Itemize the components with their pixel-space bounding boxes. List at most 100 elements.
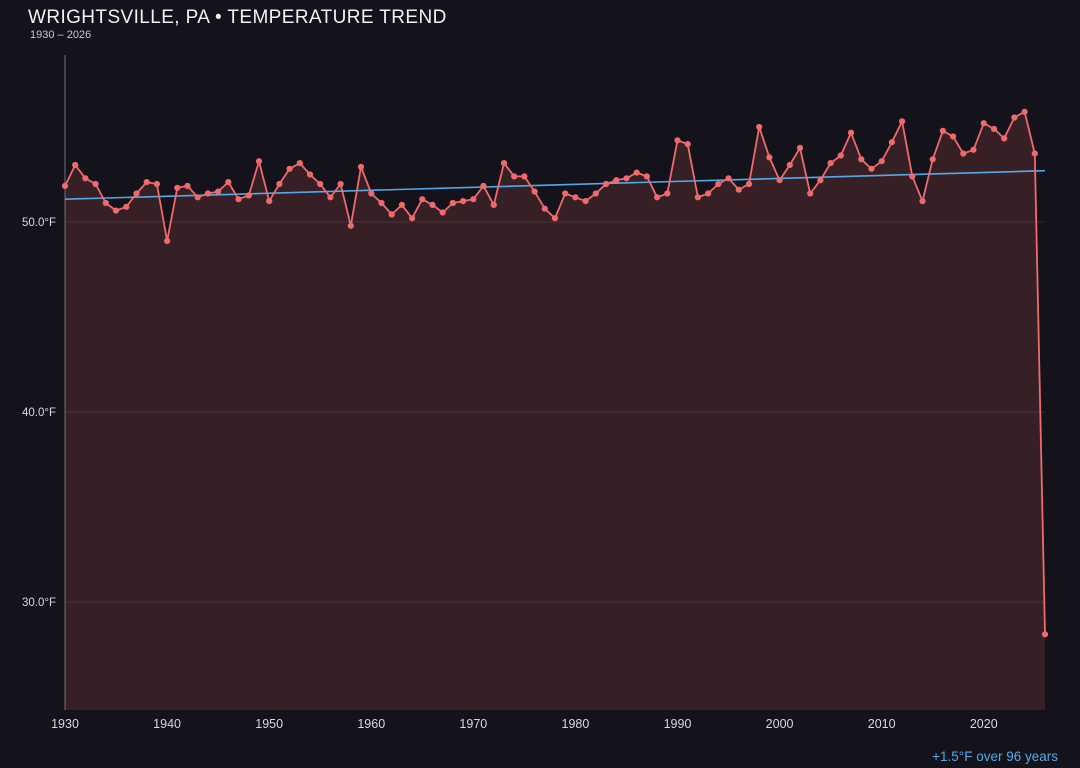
grid-lines [65,221,1045,603]
data-point [306,171,314,178]
data-point [837,152,844,159]
data-point [184,182,191,189]
data-point [225,179,232,186]
data-point [562,190,569,197]
data-point [439,209,446,216]
data-point [215,188,222,195]
x-axis-labels: 1930 1940 1950 1960 1970 1980 1990 2000 2010 2020 [51,717,998,731]
data-point [194,194,201,201]
x-tick-label: 1940 [153,717,181,731]
data-point [378,199,385,207]
data-point [368,190,375,197]
x-tick-label: 2010 [868,717,896,731]
data-point [357,163,365,170]
x-tick-label: 1930 [51,717,79,731]
x-tick-label: 1960 [357,717,385,731]
data-point [1031,150,1038,157]
data-point [817,177,824,184]
data-point [245,192,252,199]
data-point [654,194,661,201]
data-point [694,194,702,201]
data-point [735,186,742,193]
data-point [939,127,947,134]
data-point [204,190,211,197]
data-point [888,139,896,146]
data-point [317,180,324,188]
data-point [633,169,640,176]
data-point [490,201,497,208]
data-point [388,211,395,218]
data-point [980,120,987,127]
data-point [858,156,865,163]
data-point [235,196,242,203]
data-point [847,129,855,136]
data-point [480,182,487,189]
data-point [460,198,467,205]
data-point [919,198,926,205]
data-point [674,137,681,144]
data-point [807,190,814,197]
data-point [541,205,548,212]
data-point [1001,135,1008,142]
data-point [715,180,722,188]
trend-line [64,169,1046,200]
data-point [470,196,477,203]
data-point [613,177,620,184]
data-point [61,182,69,189]
data-point [398,201,405,208]
data-point [296,160,303,167]
data-point [143,179,150,186]
data-point [153,180,160,188]
data-point [1011,114,1018,121]
data-point [827,160,834,167]
x-tick-label: 2020 [970,717,998,731]
data-point [786,161,793,169]
data-point [327,194,334,201]
data-point [551,215,559,222]
data-point [909,173,916,180]
data-point [531,188,538,195]
x-tick-label: 2000 [766,717,794,731]
data-point [174,184,181,191]
data-point [1021,108,1028,115]
data-point [511,173,518,180]
x-tick-label: 1980 [562,717,590,731]
data-point [592,190,599,197]
data-point [286,165,293,172]
data-point [255,158,263,165]
data-point [429,201,436,208]
y-tick-label: 50.0°F [22,217,56,229]
data-point [745,180,753,188]
x-tick-label: 1950 [255,717,283,731]
y-tick-label: 30.0°F [22,597,56,609]
data-point [756,123,763,131]
data-point [960,150,967,157]
data-point [266,198,273,205]
data-point [347,222,354,229]
data-point-dots [61,108,1049,638]
data-point [409,215,416,222]
data-point [705,190,712,197]
trend-summary-label: +1.5°F over 96 years [932,749,1058,764]
y-tick-label: 40.0°F [22,407,56,419]
page-subtitle: 1930 – 2026 [30,29,92,41]
data-point [572,194,579,201]
data-point [337,180,344,188]
data-point [684,141,691,148]
page-title: WRIGHTSVILLE, PA • TEMPERATURE TREND [28,7,447,28]
data-point [102,199,109,207]
data-point [929,156,936,163]
data-point [164,237,171,245]
x-tick-label: 1990 [664,717,692,731]
data-point [899,118,906,125]
data-point [796,144,804,151]
data-point [990,125,998,132]
data-point [643,173,651,180]
data-point [725,175,732,182]
data-point [92,180,99,188]
data-point [602,180,610,188]
data-point [766,154,773,161]
data-point [878,158,885,165]
